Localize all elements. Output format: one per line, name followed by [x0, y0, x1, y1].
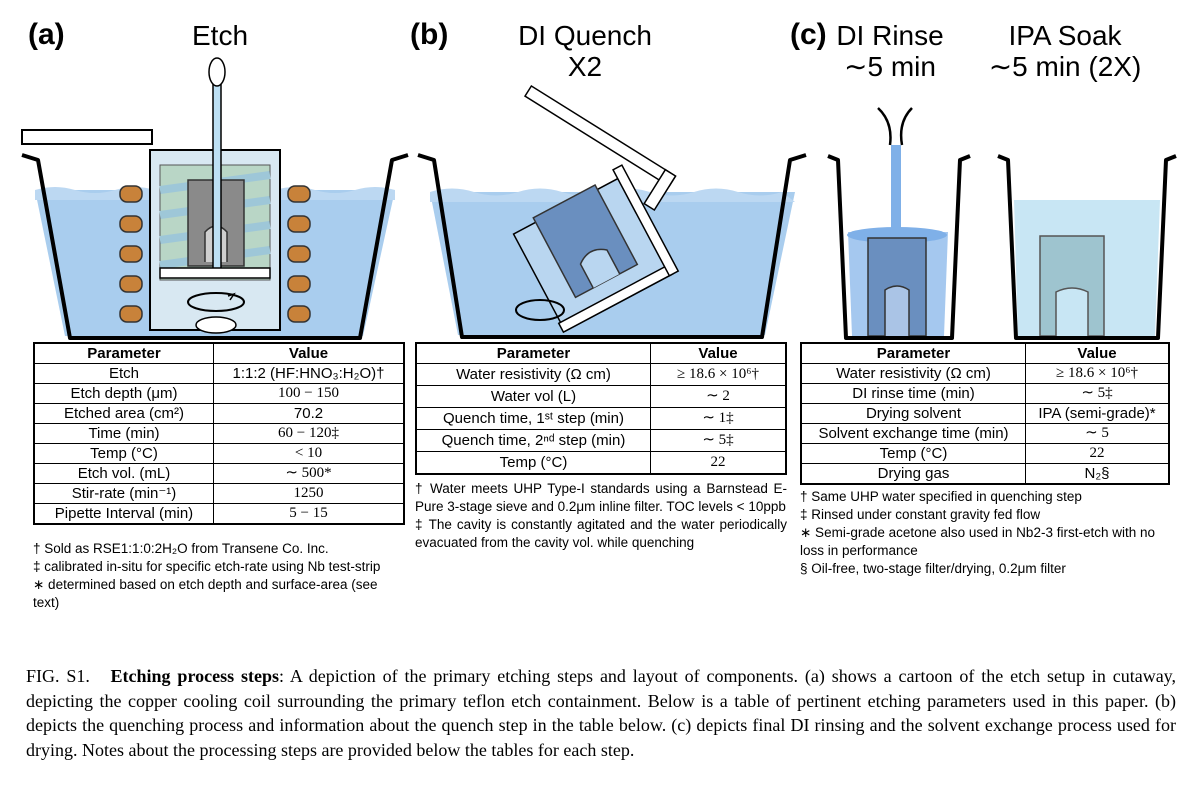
param-cell: Quench time, 2ⁿᵈ step (min): [415, 429, 651, 452]
value-cell: N₂§: [1025, 463, 1170, 485]
value-cell: ∼ 5‡: [650, 429, 787, 452]
value-cell: IPA (semi-grade)*: [1025, 403, 1170, 424]
value-cell: 1:1:2 (HF:HNO₃:H₂O)†: [213, 363, 405, 384]
param-cell: Etched area (cm²): [33, 403, 214, 424]
table-row: Temp (°C) < 10: [33, 443, 405, 464]
value-cell: < 10: [213, 443, 405, 464]
table-header: Parameter: [415, 342, 651, 364]
value-cell: ∼ 500*: [213, 463, 405, 484]
panel-a-label: (a): [28, 18, 65, 51]
footnote: ‡ The cavity is constantly agitated and …: [415, 517, 787, 550]
value-cell: ∼ 1‡: [650, 407, 787, 430]
panel-b-title: DI Quench X2: [518, 20, 652, 82]
table-row: Quench time, 2ⁿᵈ step (min) ∼ 5‡: [415, 429, 787, 452]
panel-c-rinse-title: DI Rinse ∼5 min: [836, 20, 944, 82]
table-row: Temp (°C) 22: [415, 451, 787, 475]
table-row: Water resistivity (Ω cm) ≥ 18.6 × 10⁶†: [415, 363, 787, 386]
param-cell: Quench time, 1ˢᵗ step (min): [415, 407, 651, 430]
table-row: Drying solvent IPA (semi-grade)*: [800, 403, 1170, 424]
drying-parameter-table: Parameter Value Water resistivity (Ω cm)…: [800, 342, 1170, 485]
footnote: † Sold as RSE1:1:0:2H₂O from Transene Co…: [33, 541, 329, 556]
table-row: Water resistivity (Ω cm) ≥ 18.6 × 10⁶†: [800, 363, 1170, 384]
value-cell: ≥ 18.6 × 10⁶†: [650, 363, 787, 386]
param-cell: Pipette Interval (min): [33, 503, 214, 525]
table-row: DI rinse time (min) ∼ 5‡: [800, 383, 1170, 404]
table-row: Etched area (cm²) 70.2: [33, 403, 405, 424]
param-cell: Drying gas: [800, 463, 1026, 485]
footnote: ∗ determined based on etch depth and sur…: [33, 577, 378, 610]
table-row: Quench time, 1ˢᵗ step (min) ∼ 1‡: [415, 407, 787, 430]
table-row: Temp (°C) 22: [800, 443, 1170, 464]
value-cell: 1250: [213, 483, 405, 504]
table-row: Etch depth (μm) 100 − 150: [33, 383, 405, 404]
param-cell: Temp (°C): [415, 451, 651, 475]
value-cell: 100 − 150: [213, 383, 405, 404]
table-header: Parameter: [33, 342, 214, 364]
table-header: Value: [650, 342, 787, 364]
quench-parameter-table: Parameter Value Water resistivity (Ω cm)…: [415, 342, 787, 475]
value-cell: 5 − 15: [213, 503, 405, 525]
table-row: Solvent exchange time (min) ∼ 5: [800, 423, 1170, 444]
etch-notes: † Sold as RSE1:1:0:2H₂O from Transene Co…: [33, 540, 405, 612]
panel-c-soak-title: IPA Soak ∼5 min (2X): [988, 20, 1142, 82]
value-cell: 22: [650, 451, 787, 475]
figure-caption: FIG. S1. Etching process steps: A depict…: [26, 664, 1176, 762]
table-row: Pipette Interval (min) 5 − 15: [33, 503, 405, 525]
param-cell: DI rinse time (min): [800, 383, 1026, 404]
rinse-soak-illustration: [827, 107, 1177, 340]
table-header: Value: [1025, 342, 1170, 364]
footnote: † Water meets UHP Type-I standards using…: [415, 481, 787, 514]
table-header: Value: [213, 342, 405, 364]
caption-bold-title: Etching process steps: [110, 666, 279, 686]
quench-notes: † Water meets UHP Type-I standards using…: [415, 480, 787, 552]
value-cell: 70.2: [213, 403, 405, 424]
param-cell: Stir-rate (min⁻¹): [33, 483, 214, 504]
table-row: Time (min) 60 − 120‡: [33, 423, 405, 444]
footnote: ∗ Semi-grade acetone also used in Nb2-3 …: [800, 525, 1155, 558]
param-cell: Water vol (L): [415, 385, 651, 408]
footnote: § Oil-free, two-stage filter/drying, 0.2…: [800, 561, 1066, 576]
param-cell: Etch depth (μm): [33, 383, 214, 404]
panel-a-title: Etch: [191, 20, 249, 51]
param-cell: Solvent exchange time (min): [800, 423, 1026, 444]
panel-b-label: (b): [410, 18, 449, 51]
table-row: Drying gas N₂§: [800, 463, 1170, 485]
param-cell: Etch vol. (mL): [33, 463, 214, 484]
value-cell: ∼ 5‡: [1025, 383, 1170, 404]
value-cell: 60 − 120‡: [213, 423, 405, 444]
value-cell: 22: [1025, 443, 1170, 464]
param-cell: Drying solvent: [800, 403, 1026, 424]
table-header: Parameter: [800, 342, 1026, 364]
param-cell: Temp (°C): [33, 443, 214, 464]
param-cell: Time (min): [33, 423, 214, 444]
table-row: Etch 1:1:2 (HF:HNO₃:H₂O)†: [33, 363, 405, 384]
value-cell: ∼ 5: [1025, 423, 1170, 444]
value-cell: ∼ 2: [650, 385, 787, 408]
footnote: ‡ calibrated in-situ for specific etch-r…: [33, 559, 381, 574]
footnote: ‡ Rinsed under constant gravity fed flow: [800, 507, 1041, 522]
footnote: † Same UHP water specified in quenching …: [800, 489, 1082, 504]
param-cell: Water resistivity (Ω cm): [415, 363, 651, 386]
caption-text: : A depiction of the primary etching ste…: [26, 666, 1177, 760]
etch-setup-illustration: [21, 57, 409, 340]
param-cell: Etch: [33, 363, 214, 384]
drying-notes: † Same UHP water specified in quenching …: [800, 488, 1175, 578]
param-cell: Water resistivity (Ω cm): [800, 363, 1026, 384]
value-cell: ≥ 18.6 × 10⁶†: [1025, 363, 1170, 384]
caption-prefix: FIG. S1.: [26, 666, 90, 686]
param-cell: Temp (°C): [800, 443, 1026, 464]
table-row: Etch vol. (mL) ∼ 500*: [33, 463, 405, 484]
panel-c-label: (c): [790, 18, 827, 51]
table-row: Stir-rate (min⁻¹) 1250: [33, 483, 405, 504]
quench-illustration: [417, 84, 807, 339]
etch-parameter-table: Parameter Value Etch 1:1:2 (HF:HNO₃:H₂O)†…: [33, 342, 405, 525]
table-row: Water vol (L) ∼ 2: [415, 385, 787, 408]
